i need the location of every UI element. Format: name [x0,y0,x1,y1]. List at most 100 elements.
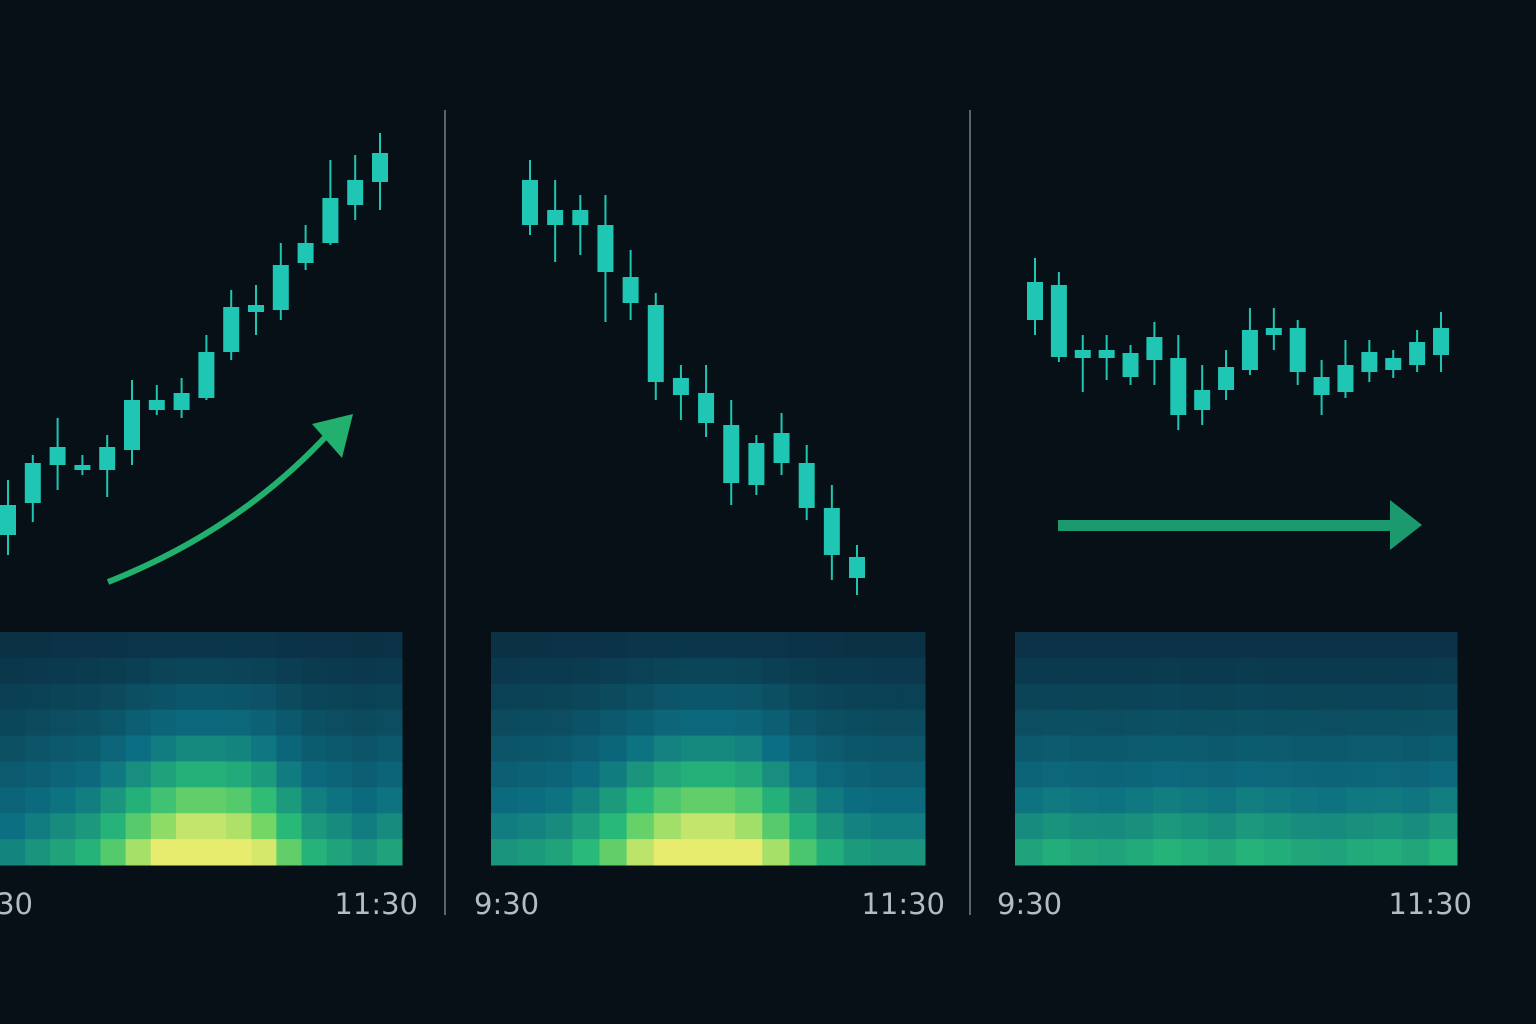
candle-body [1289,328,1306,372]
heat-cell [1180,813,1209,840]
heat-cell [0,735,26,762]
heat-cell [545,632,573,659]
heat-cell [572,735,600,762]
heat-cell [762,761,790,788]
heat-cell [1125,839,1154,866]
heat-cell [351,839,378,866]
candle-body [347,180,364,205]
heat-cell [897,683,926,711]
x-tick-label: 9:30 [0,887,33,921]
heat-cell [1153,761,1182,788]
heat-cell [125,735,152,762]
heat-cell [816,632,845,659]
heat-cell [1208,761,1237,788]
heat-cell [25,657,51,685]
heat-cell [351,787,378,814]
heat-cell [816,787,845,814]
heat-cell [572,839,600,866]
heat-cell [735,735,763,762]
heat-cell [870,709,899,737]
candle-body [49,447,66,465]
heat-cell [1374,683,1403,711]
heat-cell [150,813,177,840]
heat-cell [1070,787,1099,814]
heat-cell [276,813,302,840]
heat-cell [1318,787,1347,814]
heat-cell [125,632,152,659]
heat-cell [843,787,872,814]
heat-cell [326,839,353,866]
heat-cell [1042,709,1071,737]
heat-cell [1015,787,1044,814]
heat-cell [201,813,227,840]
heat-cell [150,735,177,762]
heat-cell [545,787,573,814]
heat-cell [735,632,763,659]
heat-cell [816,709,845,737]
heat-cell [1318,657,1347,685]
heat-cell [680,787,709,814]
heat-cell [175,683,202,711]
heat-cell [1236,813,1265,840]
heat-cell [1208,787,1237,814]
heat-cell [351,709,378,737]
heat-cell [301,761,328,788]
heat-cell [1042,632,1071,659]
heat-cell [1318,735,1347,762]
heat-cell [175,632,202,659]
heat-cell [276,787,302,814]
heat-cell [226,632,252,659]
heat-cell [843,735,872,762]
heat-cell [626,813,655,840]
heat-cell [251,761,277,788]
heat-cell [276,709,302,737]
heat-cell [545,813,573,840]
heat-cell [1263,657,1292,685]
candle-body [823,508,840,555]
heat-cell [1208,813,1237,840]
heat-cell [376,761,403,788]
heat-cell [1180,632,1209,659]
heat-cell [376,709,403,737]
heat-cell [897,839,926,866]
heat-cell [1374,709,1403,737]
heat-cell [491,813,519,840]
heat-cell [150,761,177,788]
heat-cell [125,709,152,737]
heat-cell [1346,787,1375,814]
candle-body [1098,350,1115,358]
heat-cell [1125,761,1154,788]
candle-body [74,465,91,470]
heat-cell [708,813,736,840]
heat-cell [1291,657,1320,685]
heat-cell [1291,735,1320,762]
heat-cell [0,761,26,788]
heat-cell [1318,709,1347,737]
heat-cell [653,735,682,762]
candle-body [297,243,314,263]
heat-cell [1346,683,1375,711]
heat-cell [326,787,353,814]
heat-cell [735,683,763,711]
heat-cell [1236,839,1265,866]
candle-body [849,557,865,578]
heat-cell [175,813,202,840]
heat-cell [843,761,872,788]
heat-cell [75,683,101,711]
heat-cell [175,761,202,788]
x-tick-label: 11:30 [861,887,945,921]
candle-body [1218,367,1235,390]
heat-cell [1318,761,1347,788]
heat-cell [100,657,127,685]
heat-cell [653,787,682,814]
heat-cell [1429,813,1458,840]
heat-cell [626,787,655,814]
candle-body [698,393,715,423]
heat-cell [870,839,899,866]
heat-cell [518,787,546,814]
heat-cell [376,683,403,711]
heat-cell [201,632,227,659]
heat-cell [680,735,709,762]
heat-cell [680,761,709,788]
heat-cell [175,709,202,737]
